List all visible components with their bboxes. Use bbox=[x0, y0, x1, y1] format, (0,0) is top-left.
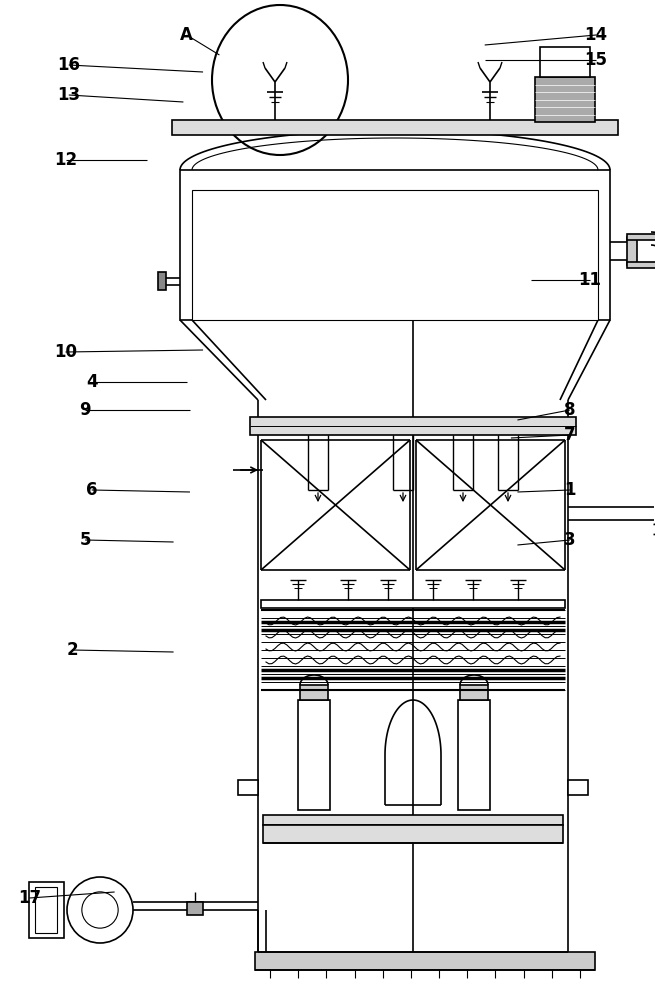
Text: 16: 16 bbox=[57, 56, 81, 74]
Bar bbox=[29, 882, 64, 938]
Text: 12: 12 bbox=[54, 151, 77, 169]
Text: 9: 9 bbox=[79, 401, 91, 419]
Text: 15: 15 bbox=[584, 51, 608, 69]
Text: 10: 10 bbox=[54, 343, 77, 361]
Text: 6: 6 bbox=[86, 481, 98, 499]
Text: 14: 14 bbox=[584, 26, 608, 44]
Bar bbox=[298, 700, 330, 810]
Bar bbox=[460, 685, 488, 700]
Text: 1: 1 bbox=[564, 481, 576, 499]
Bar bbox=[261, 600, 565, 608]
Bar bbox=[180, 170, 610, 320]
Bar bbox=[627, 234, 655, 240]
Bar bbox=[192, 190, 598, 320]
Bar bbox=[458, 700, 490, 810]
Bar bbox=[158, 272, 166, 290]
Bar bbox=[627, 262, 655, 268]
Bar bbox=[300, 685, 328, 700]
Text: 5: 5 bbox=[79, 531, 91, 549]
Bar bbox=[35, 887, 57, 933]
Text: 3: 3 bbox=[564, 531, 576, 549]
Bar bbox=[535, 77, 595, 122]
Bar bbox=[238, 780, 258, 795]
Bar bbox=[263, 815, 563, 825]
Bar bbox=[255, 952, 595, 970]
Bar bbox=[187, 902, 203, 915]
Bar bbox=[568, 780, 588, 795]
Text: 11: 11 bbox=[578, 271, 601, 289]
Text: 17: 17 bbox=[18, 889, 41, 907]
Bar bbox=[263, 825, 563, 843]
Text: 4: 4 bbox=[86, 373, 98, 391]
Text: 13: 13 bbox=[57, 86, 81, 104]
Text: A: A bbox=[180, 26, 193, 44]
Bar bbox=[250, 417, 576, 435]
Bar bbox=[172, 120, 618, 135]
Bar bbox=[627, 237, 637, 265]
Text: 7: 7 bbox=[564, 426, 576, 444]
Text: 8: 8 bbox=[564, 401, 576, 419]
Bar bbox=[540, 47, 590, 77]
Text: 2: 2 bbox=[66, 641, 78, 659]
